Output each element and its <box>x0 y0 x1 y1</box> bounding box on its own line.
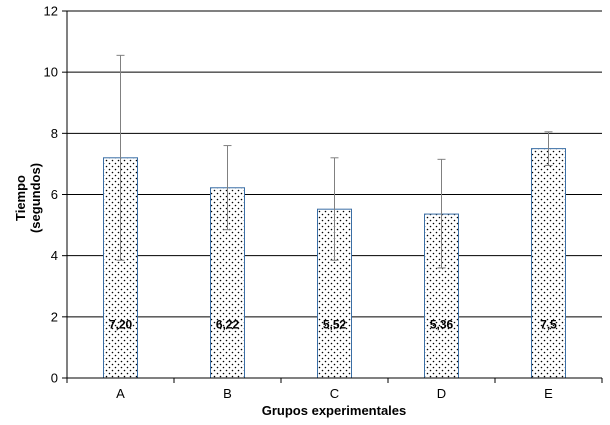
x-tick-label-D: D <box>437 386 446 401</box>
x-axis-ticks: A B C D E <box>66 378 603 401</box>
y-axis-title-line2: (segundos) <box>28 163 43 233</box>
y-tick-label: 8 <box>51 126 58 141</box>
bar-A <box>103 157 138 379</box>
data-label-A: 7,20 <box>109 317 133 331</box>
x-tick-label-E: E <box>544 386 553 401</box>
y-tick-label: 6 <box>51 187 58 202</box>
bar-E <box>531 148 566 379</box>
y-axis-ticks: 0 2 4 6 8 10 12 <box>44 4 67 386</box>
data-labels: 7,20 6,22 5,52 5,36 7,5 <box>109 317 557 331</box>
x-tick-label-C: C <box>330 386 339 401</box>
y-tick-label: 2 <box>51 309 58 324</box>
y-tick-label: 0 <box>51 371 58 386</box>
y-tick-label: 12 <box>44 4 58 19</box>
data-label-E: 7,5 <box>540 317 557 331</box>
y-axis-title: Tiempo (segundos) <box>13 163 43 233</box>
y-axis-title-line1: Tiempo <box>13 175 28 221</box>
x-tick-label-B: B <box>223 386 232 401</box>
y-tick-label: 4 <box>51 248 58 263</box>
y-tick-label: 10 <box>44 65 58 80</box>
x-axis-title: Grupos experimentales <box>262 403 407 418</box>
axes <box>66 11 602 379</box>
x-tick-label-A: A <box>116 386 125 401</box>
data-label-C: 5,52 <box>323 317 347 331</box>
data-label-D: 5,36 <box>430 317 454 331</box>
error-bars <box>116 54 553 269</box>
data-label-B: 6,22 <box>216 317 240 331</box>
